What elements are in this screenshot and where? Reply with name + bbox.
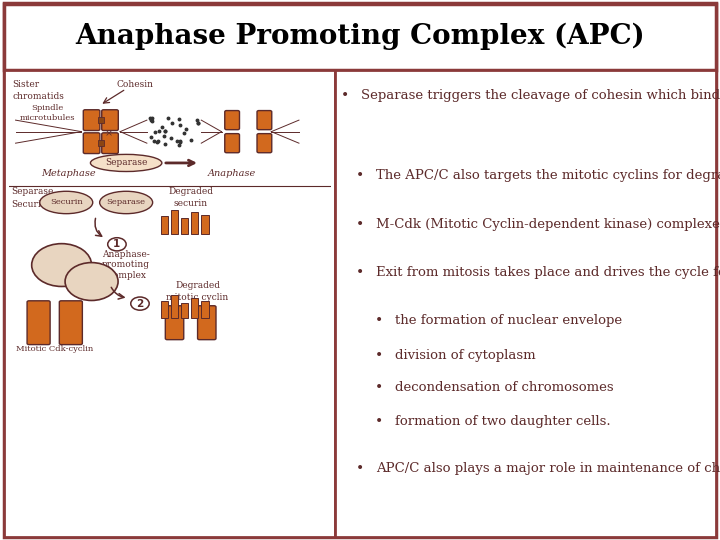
Bar	[191, 298, 199, 318]
Text: Anaphase Promoting Complex (APC): Anaphase Promoting Complex (APC)	[75, 23, 645, 50]
Bar	[4, 4, 716, 70]
Ellipse shape	[99, 191, 153, 214]
Circle shape	[131, 297, 149, 310]
Text: Exit from mitosis takes place and drives the cycle forward by: Exit from mitosis takes place and drives…	[377, 266, 720, 279]
FancyBboxPatch shape	[102, 110, 118, 131]
FancyBboxPatch shape	[197, 306, 216, 340]
Text: Sister: Sister	[12, 80, 40, 89]
Text: Separase: Separase	[11, 187, 53, 196]
Text: •: •	[356, 218, 364, 232]
Text: Separase: Separase	[107, 199, 145, 206]
Text: formation of two daughter cells.: formation of two daughter cells.	[395, 415, 611, 428]
FancyBboxPatch shape	[102, 133, 118, 153]
Text: Separase triggers the cleavage of cohesin which binds sister chromatids together: Separase triggers the cleavage of cohesi…	[361, 89, 720, 102]
Text: mitotic cyclin: mitotic cyclin	[166, 293, 229, 302]
Ellipse shape	[32, 244, 91, 286]
Text: Complex: Complex	[106, 271, 146, 280]
Ellipse shape	[91, 154, 162, 172]
Text: promoting: promoting	[102, 260, 150, 269]
Text: Securin: Securin	[11, 200, 47, 210]
Text: Anaphase: Anaphase	[208, 169, 256, 178]
Bar	[181, 303, 189, 318]
Text: Mitotic Cdk-cyclin: Mitotic Cdk-cyclin	[16, 345, 94, 353]
Text: M-Cdk (Mitotic Cyclin-dependent kinase) complexes become inactivate.: M-Cdk (Mitotic Cyclin-dependent kinase) …	[377, 218, 720, 231]
Text: Anaphase-: Anaphase-	[102, 250, 150, 259]
Text: division of cytoplasm: division of cytoplasm	[395, 349, 536, 362]
Text: microtubules: microtubules	[20, 114, 76, 122]
Text: •: •	[356, 169, 364, 183]
Text: Separase: Separase	[105, 158, 148, 167]
Bar	[181, 218, 189, 234]
Bar	[202, 301, 209, 318]
Text: Degraded: Degraded	[175, 281, 220, 290]
FancyBboxPatch shape	[166, 306, 184, 340]
FancyBboxPatch shape	[225, 111, 240, 130]
Circle shape	[108, 238, 126, 251]
Ellipse shape	[40, 191, 93, 214]
Text: 1: 1	[113, 239, 120, 249]
Bar	[98, 140, 104, 146]
Bar	[171, 295, 179, 318]
FancyBboxPatch shape	[84, 110, 100, 131]
Text: •: •	[374, 314, 383, 328]
Bar	[202, 215, 209, 234]
Text: The APC/C also targets the mitotic cyclins for degradation.: The APC/C also targets the mitotic cycli…	[377, 169, 720, 182]
Text: Securin: Securin	[50, 199, 83, 206]
Text: decondensation of chromosomes: decondensation of chromosomes	[395, 381, 614, 394]
Bar	[4, 70, 335, 537]
Bar	[161, 301, 168, 318]
Text: •: •	[341, 89, 349, 103]
FancyBboxPatch shape	[257, 111, 271, 130]
Text: •: •	[374, 381, 383, 395]
Bar	[171, 210, 179, 234]
Text: Metaphase: Metaphase	[41, 169, 96, 178]
FancyBboxPatch shape	[225, 133, 240, 153]
Text: Cohesin: Cohesin	[117, 80, 154, 89]
Text: the formation of nuclear envelope: the formation of nuclear envelope	[395, 314, 622, 327]
Text: •: •	[356, 266, 364, 280]
Text: APC/C also plays a major role in maintenance of chromatin metabolism in G1 and G: APC/C also plays a major role in mainten…	[377, 462, 720, 475]
FancyBboxPatch shape	[84, 133, 100, 153]
Text: Degraded: Degraded	[168, 187, 213, 196]
Bar	[98, 117, 104, 123]
Bar	[335, 70, 716, 537]
FancyBboxPatch shape	[59, 301, 82, 345]
Text: ×: ×	[104, 130, 113, 138]
Text: securin: securin	[174, 199, 207, 208]
Text: chromatids: chromatids	[12, 92, 64, 101]
Text: 2: 2	[136, 299, 143, 308]
Bar	[161, 215, 168, 234]
FancyBboxPatch shape	[257, 133, 271, 153]
Text: •: •	[374, 415, 383, 429]
Bar	[191, 212, 199, 234]
Text: Spindle: Spindle	[32, 104, 64, 112]
Text: •: •	[356, 462, 364, 476]
Text: •: •	[374, 349, 383, 363]
Ellipse shape	[65, 262, 118, 300]
FancyBboxPatch shape	[27, 301, 50, 345]
